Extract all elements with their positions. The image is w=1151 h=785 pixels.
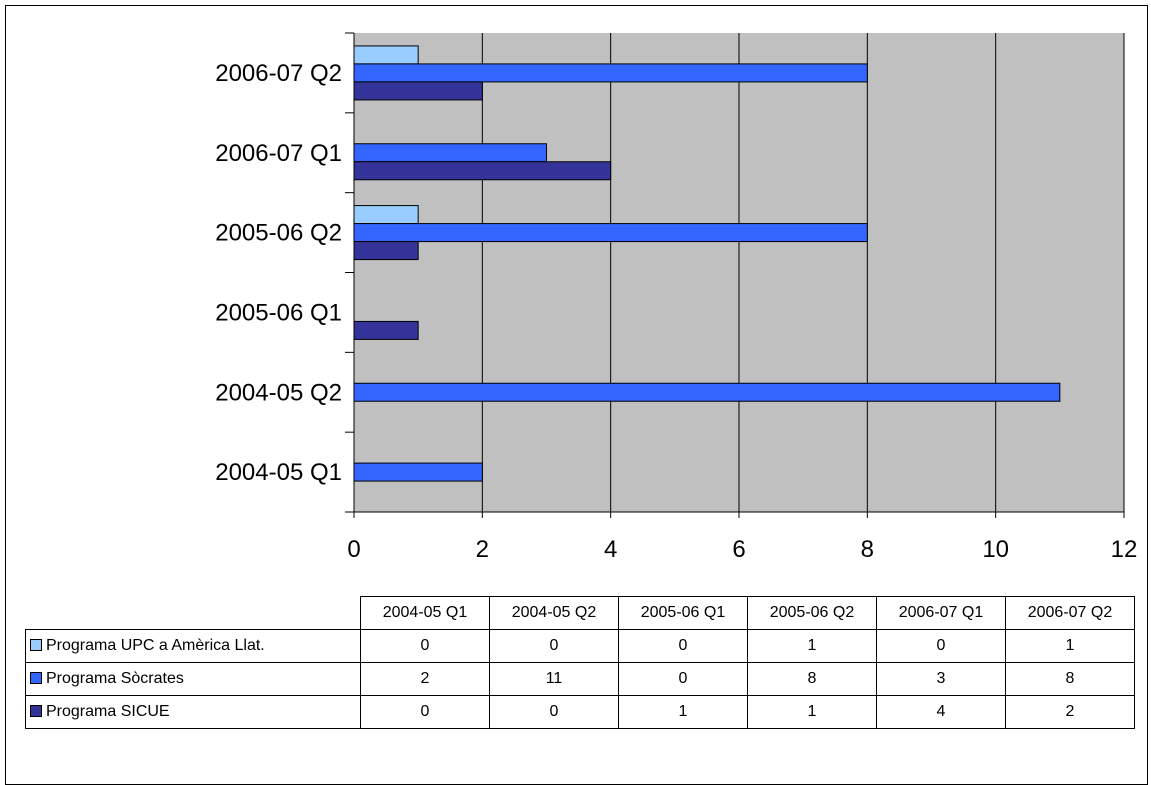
- y-category-label: 2006-07 Q1: [215, 140, 342, 167]
- x-tick-label: 8: [861, 536, 874, 563]
- x-tick-label: 10: [982, 536, 1009, 563]
- bar: [353, 45, 419, 65]
- table-cell: 0: [489, 695, 619, 729]
- table-header-cell: 2005-06 Q1: [618, 596, 748, 630]
- y-category-label: 2004-05 Q2: [215, 379, 342, 406]
- table-cell: 3: [876, 662, 1006, 696]
- table-cell: 0: [876, 629, 1006, 663]
- table-row: Programa Sòcrates 2 11 0 8 3 8: [25, 662, 1135, 696]
- table-header-cell: 2006-07 Q1: [876, 596, 1006, 630]
- table-cell: 2: [1005, 695, 1135, 729]
- x-tick-label: 12: [1111, 536, 1138, 563]
- series-name: Programa SICUE: [46, 703, 170, 720]
- table-header-cell: 2004-05 Q1: [360, 596, 490, 630]
- bar: [353, 81, 483, 101]
- table-cell: 11: [489, 662, 619, 696]
- table-cell: 1: [1005, 629, 1135, 663]
- table-cell: 2: [360, 662, 490, 696]
- table-cell: 0: [618, 629, 748, 663]
- bar: [353, 382, 1061, 402]
- legend-swatch: [30, 639, 42, 651]
- table-header-row: 2004-05 Q1 2004-05 Q2 2005-06 Q1 2005-06…: [26, 596, 1135, 630]
- legend-swatch: [30, 672, 42, 684]
- table-cell: 1: [618, 695, 748, 729]
- bar-chart: 0 2 4 6 8 10 12 2004-05 Q1 2004-05 Q2 2005-06 Q1 2…: [215, 32, 1138, 563]
- table-cell: 0: [360, 629, 490, 663]
- x-tick-label: 6: [732, 536, 745, 563]
- table-cell: 4: [876, 695, 1006, 729]
- bar: [353, 63, 868, 83]
- y-category-label: 2006-07 Q2: [215, 60, 342, 87]
- bar: [353, 223, 868, 243]
- series-name: Programa UPC a Amèrica Llat.: [46, 637, 265, 654]
- table-header-cell: 2004-05 Q2: [489, 596, 619, 630]
- table-cell: 0: [360, 695, 490, 729]
- table-cell: 0: [618, 662, 748, 696]
- x-tick-label: 4: [604, 536, 617, 563]
- table-cell: 0: [489, 629, 619, 663]
- bar: [353, 161, 612, 181]
- table-cell: 1: [747, 695, 877, 729]
- data-table: 2004-05 Q1 2004-05 Q2 2005-06 Q1 2005-06…: [25, 596, 1135, 729]
- y-category-label: 2005-06 Q2: [215, 220, 342, 247]
- table-cell: 8: [1005, 662, 1135, 696]
- x-tick-label: 0: [347, 536, 360, 563]
- table-row: Programa UPC a Amèrica Llat. 0 0 0 1 0 1: [25, 629, 1135, 663]
- bar: [353, 462, 483, 482]
- y-category-label: 2004-05 Q1: [215, 459, 342, 486]
- legend-swatch: [30, 705, 42, 717]
- bar: [353, 241, 419, 261]
- x-tick-label: 2: [476, 536, 489, 563]
- table-header-cell: 2005-06 Q2: [747, 596, 877, 630]
- bar: [353, 320, 419, 340]
- table-cell: 8: [747, 662, 877, 696]
- table-header-cell: 2006-07 Q2: [1005, 596, 1135, 630]
- series-name: Programa Sòcrates: [46, 670, 184, 687]
- bar: [353, 205, 419, 225]
- table-row: Programa SICUE 0 0 1 1 4 2: [25, 695, 1135, 729]
- table-cell: 1: [747, 629, 877, 663]
- bar: [353, 143, 547, 163]
- y-category-label: 2005-06 Q1: [215, 299, 342, 326]
